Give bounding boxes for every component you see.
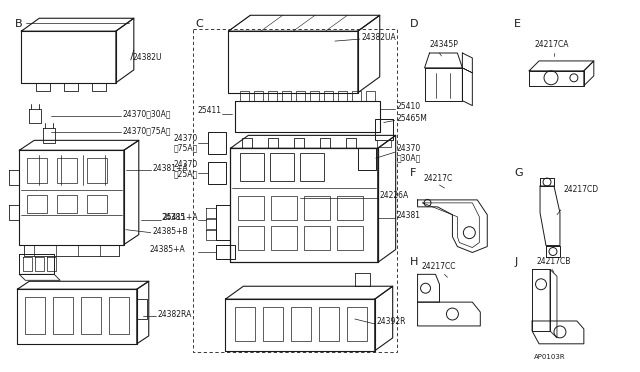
Bar <box>28 195 47 213</box>
Text: 〃75A〄: 〃75A〄 <box>173 144 198 153</box>
Bar <box>109 297 129 334</box>
Text: H: H <box>410 257 418 267</box>
Text: C: C <box>196 19 204 29</box>
Text: G: G <box>514 168 523 178</box>
Text: 24385+A: 24385+A <box>150 245 186 254</box>
Text: 24382UA: 24382UA <box>362 33 397 42</box>
Bar <box>238 196 264 220</box>
Text: 24370: 24370 <box>173 134 198 143</box>
Bar <box>304 196 330 220</box>
Bar <box>291 307 311 341</box>
Bar <box>209 162 227 184</box>
Text: E: E <box>514 19 521 29</box>
Text: 24385: 24385 <box>161 213 186 222</box>
Bar <box>28 158 47 183</box>
Bar <box>263 307 283 341</box>
Bar <box>57 195 77 213</box>
Bar <box>347 307 367 341</box>
Text: 24382U: 24382U <box>133 54 163 62</box>
Text: 24226A: 24226A <box>380 192 409 201</box>
Text: J: J <box>514 257 517 267</box>
Text: 24370: 24370 <box>173 160 198 169</box>
Bar <box>81 297 101 334</box>
Bar <box>236 307 255 341</box>
Bar <box>87 195 107 213</box>
Text: F: F <box>410 168 416 178</box>
Bar <box>87 158 107 183</box>
Bar <box>270 153 294 181</box>
Bar <box>319 307 339 341</box>
Text: 24370: 24370 <box>397 144 421 153</box>
Text: 24217CB: 24217CB <box>536 257 570 266</box>
Text: AP0103R: AP0103R <box>534 354 566 360</box>
Text: 24382RA: 24382RA <box>157 310 192 318</box>
Bar <box>304 226 330 250</box>
Bar <box>238 226 264 250</box>
Text: 24217CD: 24217CD <box>564 186 599 195</box>
Bar <box>375 119 393 140</box>
Text: 〃30A〄: 〃30A〄 <box>397 154 421 163</box>
Text: 24345P: 24345P <box>429 40 458 49</box>
Bar <box>53 297 73 334</box>
Bar <box>337 196 363 220</box>
Bar <box>26 297 45 334</box>
Bar <box>271 226 297 250</box>
Bar <box>271 196 297 220</box>
Text: 25465M: 25465M <box>397 114 428 123</box>
Text: 24392R: 24392R <box>377 317 406 327</box>
Bar <box>241 153 264 181</box>
Bar <box>57 158 77 183</box>
Text: 25410: 25410 <box>397 102 420 111</box>
Text: 24370〃75A〄: 24370〃75A〄 <box>123 126 172 135</box>
Text: 24385+B: 24385+B <box>153 227 188 236</box>
Text: 24217CA: 24217CA <box>534 40 568 49</box>
Text: 25411+A: 25411+A <box>163 213 198 222</box>
Text: 24217C: 24217C <box>424 174 452 183</box>
Text: B: B <box>15 19 23 29</box>
Bar <box>337 226 363 250</box>
Text: D: D <box>410 19 418 29</box>
Bar <box>209 132 227 154</box>
Bar <box>193 29 397 352</box>
Text: 24381: 24381 <box>397 211 420 220</box>
Bar <box>377 140 390 147</box>
Text: 24217CC: 24217CC <box>422 262 456 271</box>
Text: 24381+A: 24381+A <box>153 164 188 173</box>
Text: 24370〃30A〄: 24370〃30A〄 <box>123 109 172 118</box>
Bar <box>358 148 376 170</box>
Bar <box>300 153 324 181</box>
Text: 25411: 25411 <box>198 106 221 115</box>
Text: 〃25A〄: 〃25A〄 <box>173 170 198 179</box>
